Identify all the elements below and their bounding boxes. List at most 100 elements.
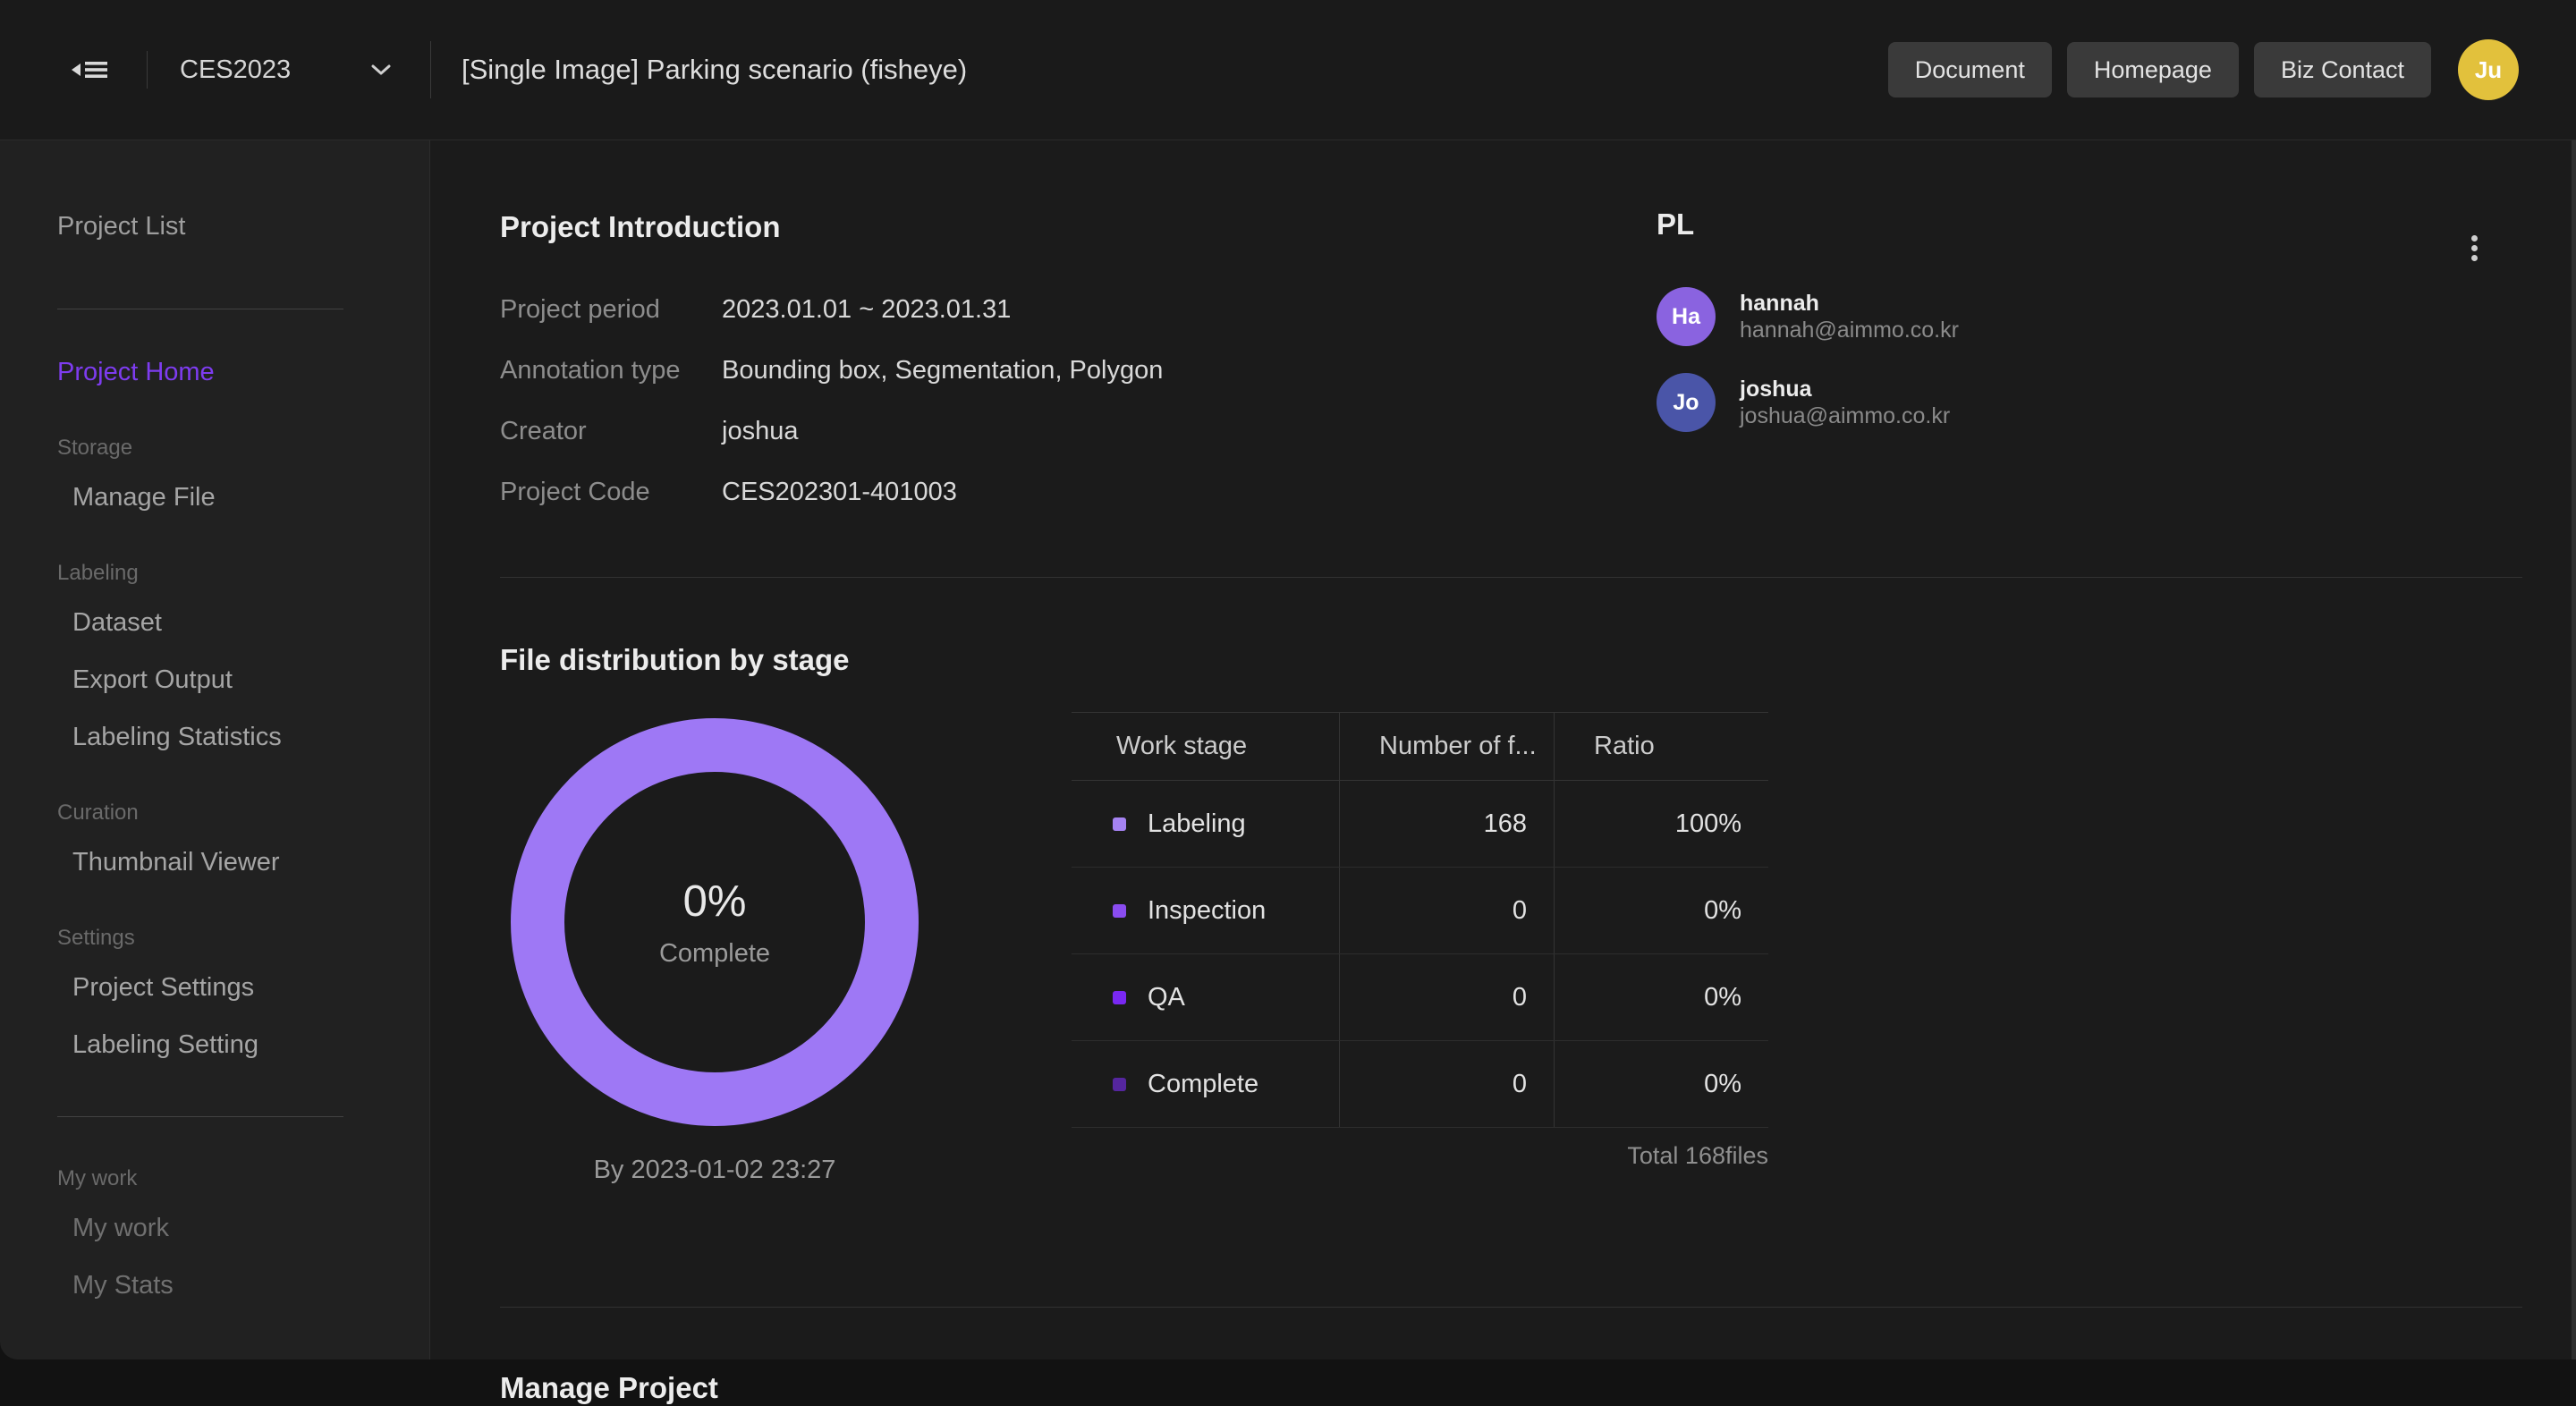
sidebar-item-project-settings[interactable]: Project Settings — [0, 970, 429, 1005]
pl-section: PL Ha hannah hannah@aimmo.co.kr Jo joshu… — [1657, 140, 2522, 577]
ratio-cell: 0% — [1555, 954, 1768, 1040]
top-bar: CES2023 [Single Image] Parking scenario … — [0, 0, 2576, 140]
sidebar-group-my-work: My work My work My Stats — [0, 1165, 429, 1303]
project-fields: Project period 2023.01.01 ~ 2023.01.31 A… — [500, 292, 1657, 510]
member-email: hannah@aimmo.co.kr — [1740, 317, 1959, 343]
collapse-sidebar-button[interactable] — [70, 54, 109, 86]
sidebar: Project List Project Home Storage Manage… — [0, 140, 430, 1359]
sidebar-group-curation: Curation Thumbnail Viewer — [0, 800, 429, 880]
sidebar-item-project-list[interactable]: Project List — [0, 208, 429, 244]
scrollbar[interactable] — [2572, 140, 2576, 1359]
file-distribution-body: 0% Complete By 2023-01-02 23:27 Work sta… — [500, 712, 2522, 1185]
sidebar-item-labeling-setting[interactable]: Labeling Setting — [0, 1027, 429, 1063]
field-creator: Creator joshua — [500, 413, 1657, 449]
table-header-row: Work stage Number of f... Ratio — [1072, 712, 1768, 781]
column-header-work-stage: Work stage — [1072, 713, 1340, 780]
field-label: Annotation type — [500, 352, 722, 388]
biz-contact-button[interactable]: Biz Contact — [2254, 42, 2431, 97]
member-name: joshua — [1740, 376, 1950, 402]
member-email: joshua@aimmo.co.kr — [1740, 402, 1950, 429]
sidebar-group-label-settings: Settings — [0, 925, 429, 952]
avatar: Ha — [1657, 287, 1716, 346]
section-divider — [500, 577, 2522, 578]
sidebar-group-storage: Storage Manage File — [0, 435, 429, 515]
ratio-cell: 0% — [1555, 868, 1768, 953]
ratio-cell: 0% — [1555, 1041, 1768, 1127]
sidebar-group-label-my-work: My work — [0, 1165, 429, 1192]
member-name: hannah — [1740, 290, 1959, 317]
table-row: Inspection 0 0% — [1072, 868, 1768, 954]
sidebar-item-labeling-statistics[interactable]: Labeling Statistics — [0, 719, 429, 755]
homepage-button[interactable]: Homepage — [2067, 42, 2239, 97]
field-value: joshua — [722, 413, 798, 449]
donut-chart-block: 0% Complete By 2023-01-02 23:27 — [500, 712, 929, 1185]
sidebar-item-thumbnail-viewer[interactable]: Thumbnail Viewer — [0, 844, 429, 880]
field-annotation-type: Annotation type Bounding box, Segmentati… — [500, 352, 1657, 388]
main-content: Project Introduction Project period 2023… — [430, 140, 2576, 1359]
table-row: Complete 0 0% — [1072, 1041, 1768, 1128]
legend-swatch — [1113, 1078, 1126, 1091]
sidebar-item-project-home[interactable]: Project Home — [0, 354, 429, 390]
topbar-actions: Document Homepage Biz Contact Ju — [1873, 39, 2519, 100]
donut-percent: 0% — [683, 877, 747, 927]
topbar-divider-2 — [430, 41, 431, 98]
donut-center-label: 0% Complete — [504, 712, 925, 1132]
sidebar-group-label-labeling: Labeling — [0, 560, 429, 587]
legend-swatch — [1113, 904, 1126, 918]
kebab-menu-icon[interactable] — [2466, 230, 2483, 267]
table-row: Labeling 168 100% — [1072, 781, 1768, 868]
sidebar-group-label-curation: Curation — [0, 800, 429, 826]
file-distribution-section: File distribution by stage 0% Complete B… — [500, 642, 2522, 1307]
stage-cell: Inspection — [1072, 868, 1340, 953]
sidebar-group-settings: Settings Project Settings Labeling Setti… — [0, 925, 429, 1063]
sidebar-item-dataset[interactable]: Dataset — [0, 605, 429, 640]
chevron-down-icon — [368, 62, 394, 78]
pl-title: PL — [1657, 207, 2522, 242]
sidebar-item-my-stats[interactable]: My Stats — [0, 1267, 429, 1303]
files-cell: 168 — [1340, 781, 1555, 867]
user-avatar[interactable]: Ju — [2458, 39, 2519, 100]
files-cell: 0 — [1340, 868, 1555, 953]
field-project-code: Project Code CES202301-401003 — [500, 474, 1657, 510]
pl-member-joshua: Jo joshua joshua@aimmo.co.kr — [1657, 373, 2522, 432]
document-button[interactable]: Document — [1888, 42, 2052, 97]
section-divider-2 — [500, 1307, 2522, 1308]
project-selector[interactable]: CES2023 — [180, 55, 430, 85]
stage-cell: Complete — [1072, 1041, 1340, 1127]
member-info: hannah hannah@aimmo.co.kr — [1740, 290, 1959, 343]
field-value: 2023.01.01 ~ 2023.01.31 — [722, 292, 1011, 327]
legend-swatch — [1113, 817, 1126, 831]
stage-cell: Labeling — [1072, 781, 1340, 867]
stage-name: Complete — [1148, 1070, 1258, 1099]
pl-members: Ha hannah hannah@aimmo.co.kr Jo joshua j… — [1657, 287, 2522, 432]
files-cell: 0 — [1340, 1041, 1555, 1127]
project-selector-label: CES2023 — [180, 55, 291, 85]
column-header-number-of-files: Number of f... — [1340, 713, 1555, 780]
table-total: Total 168files — [1072, 1142, 1768, 1170]
sidebar-item-manage-file[interactable]: Manage File — [0, 479, 429, 515]
donut-as-of: By 2023-01-02 23:27 — [594, 1156, 836, 1185]
stage-name: Labeling — [1148, 809, 1246, 839]
project-introduction-title: Project Introduction — [500, 209, 1657, 245]
donut-chart: 0% Complete — [504, 712, 925, 1132]
member-info: joshua joshua@aimmo.co.kr — [1740, 376, 1950, 429]
field-label: Creator — [500, 413, 722, 449]
page-title: [Single Image] Parking scenario (fisheye… — [462, 54, 967, 86]
project-introduction: Project Introduction Project period 2023… — [500, 140, 1657, 577]
sidebar-item-export-output[interactable]: Export Output — [0, 662, 429, 698]
donut-complete-label: Complete — [659, 939, 770, 969]
project-introduction-section: Project Introduction Project period 2023… — [500, 140, 2522, 577]
field-value: CES202301-401003 — [722, 474, 957, 510]
app-body: Project List Project Home Storage Manage… — [0, 140, 2576, 1359]
stage-cell: QA — [1072, 954, 1340, 1040]
stage-table: Work stage Number of f... Ratio Labeling… — [1072, 712, 1768, 1185]
stage-name: QA — [1148, 983, 1185, 1012]
file-distribution-title: File distribution by stage — [500, 642, 2522, 678]
table-row: QA 0 0% — [1072, 954, 1768, 1041]
topbar-divider — [147, 51, 148, 89]
manage-project-title: Manage Project — [500, 1370, 2522, 1406]
sidebar-item-my-work[interactable]: My work — [0, 1210, 429, 1246]
collapse-sidebar-icon — [70, 54, 109, 86]
field-label: Project Code — [500, 474, 722, 510]
ratio-cell: 100% — [1555, 781, 1768, 867]
